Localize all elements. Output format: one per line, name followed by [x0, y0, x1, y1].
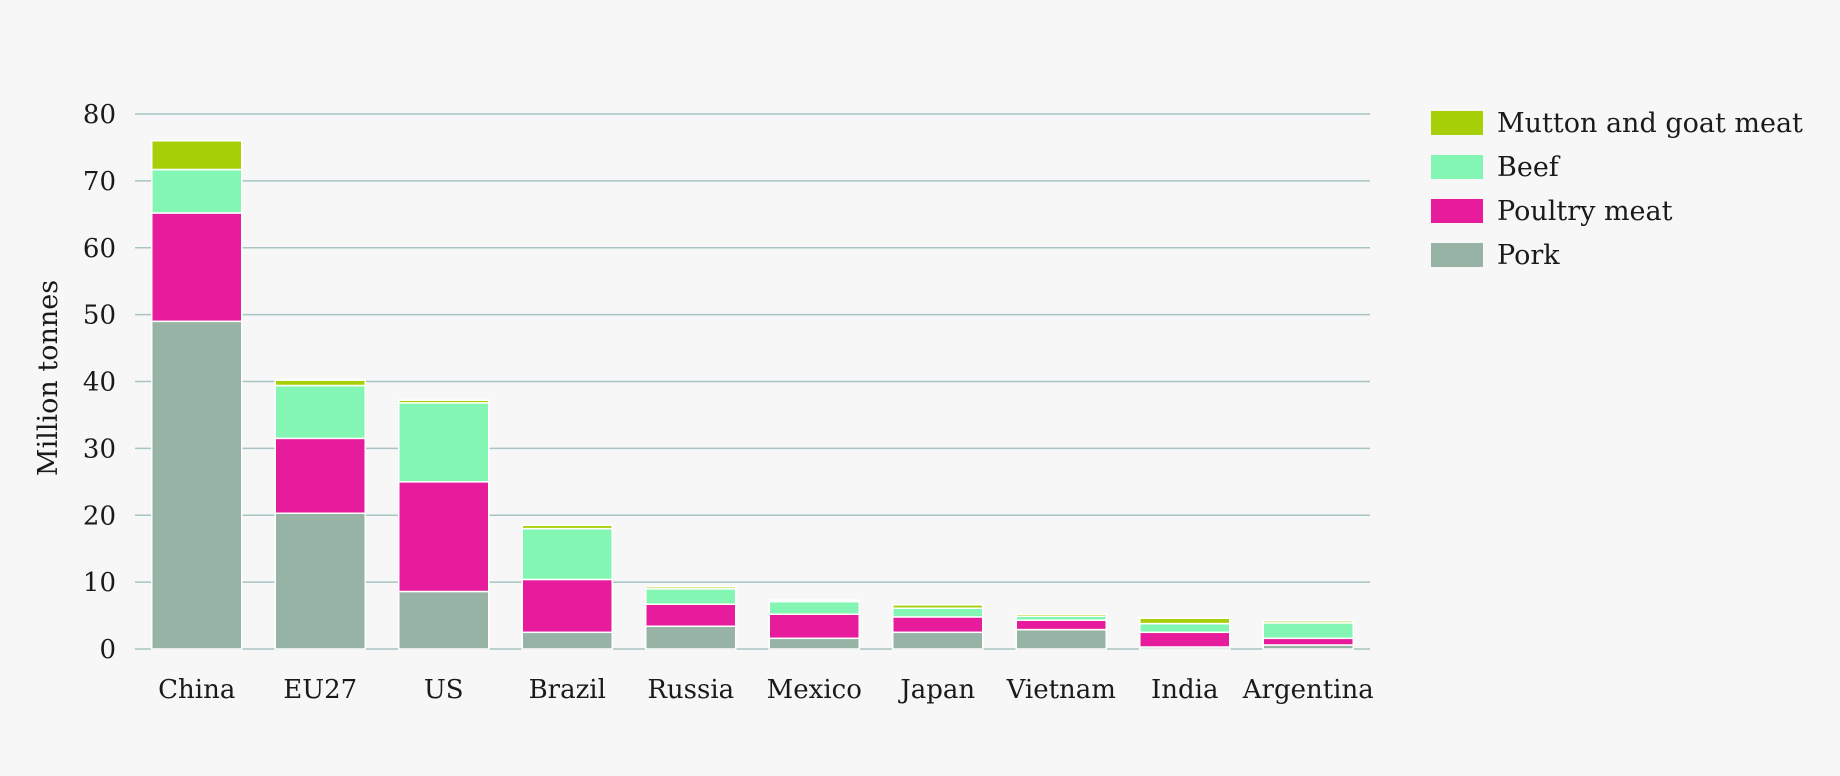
bar-beef-argentina [1262, 622, 1354, 640]
y-tick-label: 60 [83, 234, 116, 264]
bar-poultry-meat-vietnam [1015, 619, 1107, 631]
bar-pork-mexico [768, 637, 860, 650]
y-tick-label: 10 [83, 568, 116, 598]
bar-mutton-and-goat-meat-argentina [1262, 620, 1354, 624]
bar-poultry-meat-japan [892, 616, 984, 634]
bar-beef-japan [892, 607, 984, 618]
y-tick-label: 80 [83, 100, 116, 130]
y-axis: 0 10 20 30 40 50 60 70 80 [83, 100, 116, 665]
x-axis: China EU27 US Brazil Russia Mexico Japan Vietna… [158, 675, 1374, 705]
bar-mutton-and-goat-meat-india [1139, 617, 1231, 625]
bar-mutton-and-goat-meat-us [398, 399, 490, 404]
bar-poultry-meat-us [398, 481, 490, 593]
legend-swatch-mutton-and-goat-meat [1431, 111, 1483, 135]
bar-pork-brazil [521, 631, 613, 650]
x-tick-label: Japan [897, 675, 975, 705]
bar-poultry-meat-eu27 [274, 437, 366, 514]
bar-pork-china [151, 320, 243, 650]
bar-pork-eu27 [274, 512, 366, 650]
bar-beef-us [398, 402, 490, 483]
legend: Mutton and goat meat Beef Poultry meat Pork [1431, 108, 1803, 271]
bar-beef-brazil [521, 527, 613, 581]
bar-beef-india [1139, 622, 1231, 634]
bar-mutton-and-goat-meat-mexico [768, 599, 860, 603]
y-tick-label: 30 [83, 434, 116, 464]
bar-mutton-and-goat-meat-japan [892, 604, 984, 609]
bar-poultry-meat-china [151, 212, 243, 323]
x-tick-label: Mexico [767, 675, 862, 705]
x-tick-label: India [1151, 675, 1218, 705]
bar-mutton-and-goat-meat-vietnam [1015, 613, 1107, 617]
bar-poultry-meat-india [1139, 631, 1231, 648]
legend-swatch-beef [1431, 155, 1483, 179]
legend-swatch-poultry-meat [1431, 199, 1483, 223]
x-tick-label: Argentina [1242, 675, 1374, 705]
bar-poultry-meat-brazil [521, 578, 613, 634]
bar-mutton-and-goat-meat-brazil [521, 524, 613, 530]
x-tick-label: EU27 [283, 675, 357, 705]
legend-label-mutton-and-goat-meat: Mutton and goat meat [1497, 108, 1803, 139]
legend-label-beef: Beef [1497, 152, 1561, 183]
bar-pork-russia [645, 625, 737, 650]
x-tick-label: Vietnam [1006, 675, 1116, 705]
bar-beef-mexico [768, 600, 860, 615]
y-tick-label: 0 [99, 635, 116, 665]
bar-mutton-and-goat-meat-china [151, 140, 243, 171]
bars [151, 140, 1354, 650]
x-tick-label: Brazil [529, 675, 606, 705]
y-axis-title: Million tonnes [33, 280, 64, 476]
bar-beef-russia [645, 588, 737, 605]
legend-swatch-pork [1431, 243, 1483, 267]
legend-label-poultry-meat: Poultry meat [1497, 196, 1673, 227]
bar-poultry-meat-mexico [768, 613, 860, 640]
bar-pork-vietnam [1015, 628, 1107, 650]
bar-poultry-meat-russia [645, 603, 737, 628]
x-tick-label: Russia [647, 675, 734, 705]
bar-beef-eu27 [274, 384, 366, 440]
bar-poultry-meat-argentina [1262, 637, 1354, 646]
bar-mutton-and-goat-meat-russia [645, 586, 737, 590]
bar-pork-japan [892, 631, 984, 650]
bar-beef-china [151, 168, 243, 214]
y-tick-label: 20 [83, 501, 116, 531]
y-tick-label: 40 [83, 368, 116, 398]
bar-pork-us [398, 590, 490, 650]
y-tick-label: 70 [83, 167, 116, 197]
legend-label-pork: Pork [1497, 240, 1560, 271]
x-tick-label: China [158, 675, 235, 705]
y-tick-label: 50 [83, 301, 116, 331]
x-tick-label: US [424, 675, 464, 705]
bar-mutton-and-goat-meat-eu27 [274, 379, 366, 387]
